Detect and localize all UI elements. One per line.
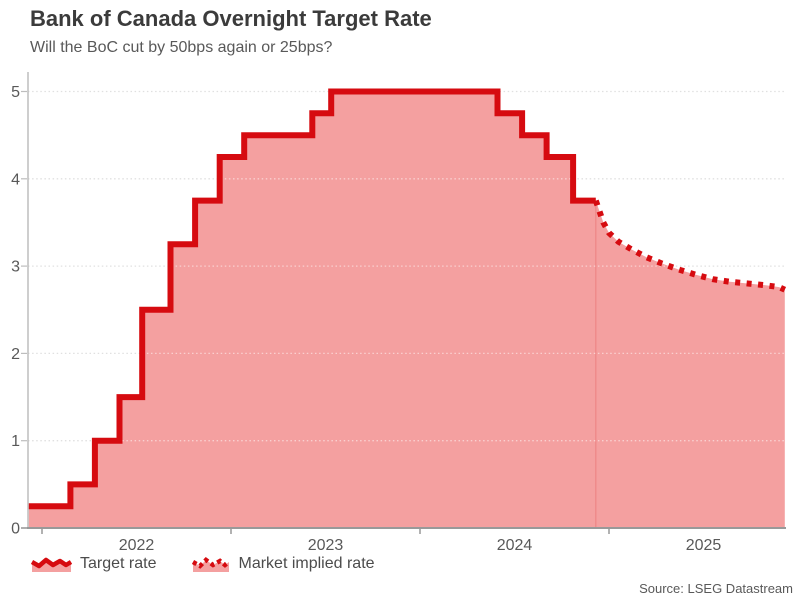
y-tick-label-4: 4 — [11, 171, 20, 188]
y-tick-label-1: 1 — [11, 433, 20, 450]
legend-item-market-implied: Market implied rate — [192, 555, 375, 573]
x-tick-label-2023: 2023 — [308, 537, 344, 554]
x-tick-label-2025: 2025 — [686, 537, 722, 554]
chart-subtitle: Will the BoC cut by 50bps again or 25bps… — [30, 39, 333, 56]
y-tick-label-3: 3 — [11, 259, 20, 276]
x-tick-label-2024: 2024 — [497, 537, 533, 554]
source-credit: Source: LSEG Datastream — [639, 581, 793, 596]
market-implied-legend-icon — [192, 557, 231, 572]
legend-label-market-implied: Market implied rate — [238, 555, 375, 572]
legend-label-target-rate: Target rate — [80, 555, 157, 572]
rate-chart: 2022 2023 2024 2025 0 1 2 3 4 5 — [11, 72, 787, 554]
legend: Target rate Market implied rate — [31, 555, 375, 573]
x-tick-label-2022: 2022 — [119, 537, 155, 554]
target-rate-line — [28, 88, 596, 510]
target-rate-legend-icon — [31, 557, 72, 572]
market-implied-line — [592, 199, 787, 293]
chart-title: Bank of Canada Overnight Target Rate — [30, 6, 432, 31]
y-tick-label-0: 0 — [11, 521, 20, 538]
legend-item-target-rate: Target rate — [31, 555, 156, 573]
y-tick-label-5: 5 — [11, 84, 20, 101]
y-tick-label-2: 2 — [11, 346, 20, 363]
